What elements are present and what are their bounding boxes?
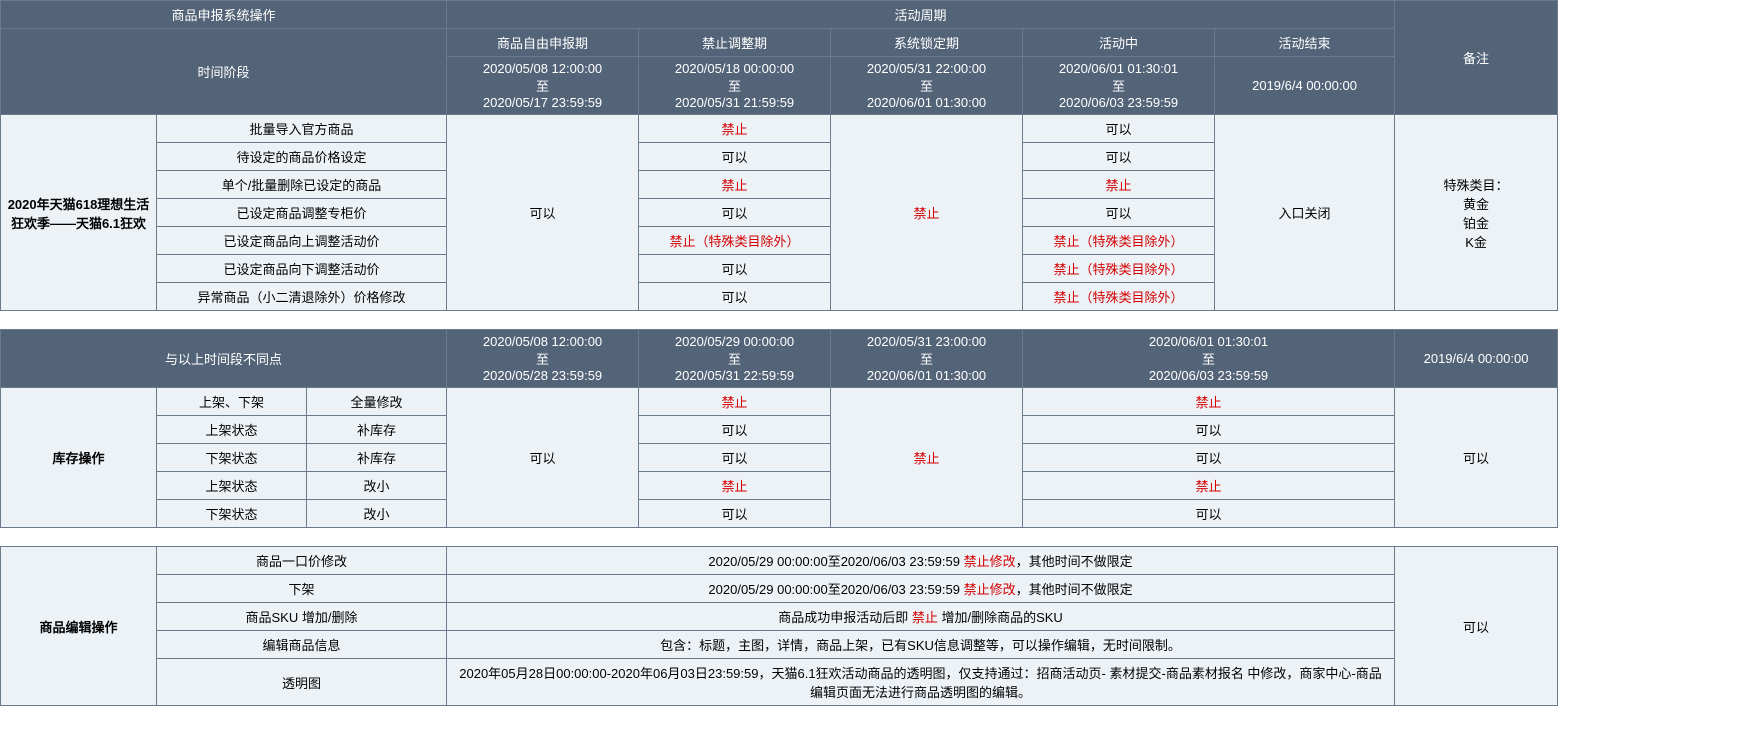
schedule-table: 商品申报系统操作 活动周期 备注 时间阶段 商品自由申报期 禁止调整期 系统锁定… (0, 0, 1558, 706)
sec3-r3: 商品SKU 增加/删除 (157, 603, 447, 631)
sec3-r2t-a: 2020/05/29 00:00:00至2020/06/03 23:59:59 (708, 582, 963, 597)
sec3-p5: 可以 (1395, 547, 1558, 706)
sec1-p4-r1: 可以 (1023, 115, 1215, 143)
sec2-r5b: 改小 (307, 500, 447, 528)
sec1-col-free: 可以 (447, 115, 639, 311)
sec1-r1: 批量导入官方商品 (157, 115, 447, 143)
sec1-p4-r6: 禁止（特殊类目除外） (1023, 255, 1215, 283)
sec3-title: 商品编辑操作 (1, 547, 157, 706)
hdr-d2: 2020/05/18 00:00:00至2020/05/31 21:59:59 (639, 57, 831, 115)
sec1-r5: 已设定商品向上调整活动价 (157, 227, 447, 255)
sec2-title: 库存操作 (1, 388, 157, 528)
sec1-p2-r2: 可以 (639, 143, 831, 171)
hdr-act-cycle: 活动周期 (447, 1, 1395, 29)
sec2-r1a: 上架、下架 (157, 388, 307, 416)
sec2-p4-r1: 禁止 (1023, 388, 1395, 416)
sec2-p4-r3: 可以 (1023, 444, 1395, 472)
sec2-d3: 2020/05/31 23:00:00至2020/06/01 01:30:00 (831, 330, 1023, 388)
sec2-p4-r2: 可以 (1023, 416, 1395, 444)
sec2-p4-r4: 禁止 (1023, 472, 1395, 500)
sec1-r7: 异常商品（小二清退除外）价格修改 (157, 283, 447, 311)
sec3-r3t-c: 增加/删除商品的SKU (938, 610, 1063, 625)
sec1-p4-r4: 可以 (1023, 199, 1215, 227)
sec2-d1: 2020/05/08 12:00:00至2020/05/28 23:59:59 (447, 330, 639, 388)
sec1-r4: 已设定商品调整专柜价 (157, 199, 447, 227)
sec1-title: 2020年天猫618理想生活狂欢季——天猫6.1狂欢 (1, 115, 157, 311)
hdr-p1: 商品自由申报期 (447, 29, 639, 57)
hdr-d4: 2020/06/01 01:30:01至2020/06/03 23:59:59 (1023, 57, 1215, 115)
sec2-p5: 可以 (1395, 388, 1558, 528)
sec2-r4a: 上架状态 (157, 472, 307, 500)
sec2-r3a: 下架状态 (157, 444, 307, 472)
sec3-r3t-b: 禁止 (912, 610, 938, 625)
sec3-r1t: 2020/05/29 00:00:00至2020/06/03 23:59:59 … (447, 547, 1395, 575)
hdr-remark: 备注 (1395, 1, 1558, 115)
sec1-p2-r6: 可以 (639, 255, 831, 283)
sec2-hdr: 与以上时间段不同点 (1, 330, 447, 388)
hdr-p3: 系统锁定期 (831, 29, 1023, 57)
sec1-remark: 特殊类目：黄金铂金K金 (1395, 115, 1558, 311)
sec3-r1: 商品一口价修改 (157, 547, 447, 575)
hdr-d1: 2020/05/08 12:00:00至2020/05/17 23:59:59 (447, 57, 639, 115)
sec1-p4-r7: 禁止（特殊类目除外） (1023, 283, 1215, 311)
sec3-r5: 透明图 (157, 659, 447, 706)
hdr-p2: 禁止调整期 (639, 29, 831, 57)
sec1-p2-r7: 可以 (639, 283, 831, 311)
sec2-d4: 2020/06/01 01:30:01至2020/06/03 23:59:59 (1023, 330, 1395, 388)
sec3-r3t: 商品成功申报活动后即 禁止 增加/删除商品的SKU (447, 603, 1395, 631)
separator-2 (1, 528, 1558, 547)
sec1-p4-r5: 禁止（特殊类目除外） (1023, 227, 1215, 255)
sec1-p2-r3: 禁止 (639, 171, 831, 199)
sec3-r2: 下架 (157, 575, 447, 603)
sec1-p2-r5: 禁止（特殊类目除外） (639, 227, 831, 255)
sec3-r2t: 2020/05/29 00:00:00至2020/06/03 23:59:59 … (447, 575, 1395, 603)
sec1-p4-r3: 禁止 (1023, 171, 1215, 199)
sec2-col-free: 可以 (447, 388, 639, 528)
sec2-r1b: 全量修改 (307, 388, 447, 416)
sec2-r5a: 下架状态 (157, 500, 307, 528)
sec2-p4-r5: 可以 (1023, 500, 1395, 528)
sec2-p2-r3: 可以 (639, 444, 831, 472)
sec2-d5: 2019/6/4 00:00:00 (1395, 330, 1558, 388)
sec2-d2: 2020/05/29 00:00:00至2020/05/31 22:59:59 (639, 330, 831, 388)
sec2-p2-r5: 可以 (639, 500, 831, 528)
hdr-p5: 活动结束 (1215, 29, 1395, 57)
sec3-r3t-a: 商品成功申报活动后即 (778, 610, 912, 625)
sec2-p3: 禁止 (831, 388, 1023, 528)
sec3-r4: 编辑商品信息 (157, 631, 447, 659)
sec1-r3: 单个/批量删除已设定的商品 (157, 171, 447, 199)
sec3-r1t-c: ，其他时间不做限定 (1016, 554, 1133, 569)
sec1-r6: 已设定商品向下调整活动价 (157, 255, 447, 283)
sec2-p2-r4: 禁止 (639, 472, 831, 500)
hdr-phase: 时间阶段 (1, 29, 447, 115)
sec2-p2-r2: 可以 (639, 416, 831, 444)
sec3-r2t-b: 禁止修改 (964, 582, 1016, 597)
sec3-r1t-a: 2020/05/29 00:00:00至2020/06/03 23:59:59 (708, 554, 963, 569)
sec2-r4b: 改小 (307, 472, 447, 500)
sec3-r2t-c: ，其他时间不做限定 (1016, 582, 1133, 597)
sec3-r5t: 2020年05月28日00:00:00-2020年06月03日23:59:59，… (447, 659, 1395, 706)
hdr-d5: 2019/6/4 00:00:00 (1215, 57, 1395, 115)
sec1-r2: 待设定的商品价格设定 (157, 143, 447, 171)
sec1-p4-r2: 可以 (1023, 143, 1215, 171)
hdr-p4: 活动中 (1023, 29, 1215, 57)
separator-1 (1, 311, 1558, 330)
sec1-p3: 禁止 (831, 115, 1023, 311)
sec1-p5: 入口关闭 (1215, 115, 1395, 311)
hdr-d3: 2020/05/31 22:00:00至2020/06/01 01:30:00 (831, 57, 1023, 115)
sec2-r2b: 补库存 (307, 416, 447, 444)
hdr-sys-op: 商品申报系统操作 (1, 1, 447, 29)
sec2-p2-r1: 禁止 (639, 388, 831, 416)
sec1-p2-r4: 可以 (639, 199, 831, 227)
sec3-r1t-b: 禁止修改 (964, 554, 1016, 569)
sec2-r3b: 补库存 (307, 444, 447, 472)
sec3-r4t: 包含：标题，主图，详情，商品上架，已有SKU信息调整等，可以操作编辑，无时间限制… (447, 631, 1395, 659)
sec2-r2a: 上架状态 (157, 416, 307, 444)
sec1-p2-r1: 禁止 (639, 115, 831, 143)
